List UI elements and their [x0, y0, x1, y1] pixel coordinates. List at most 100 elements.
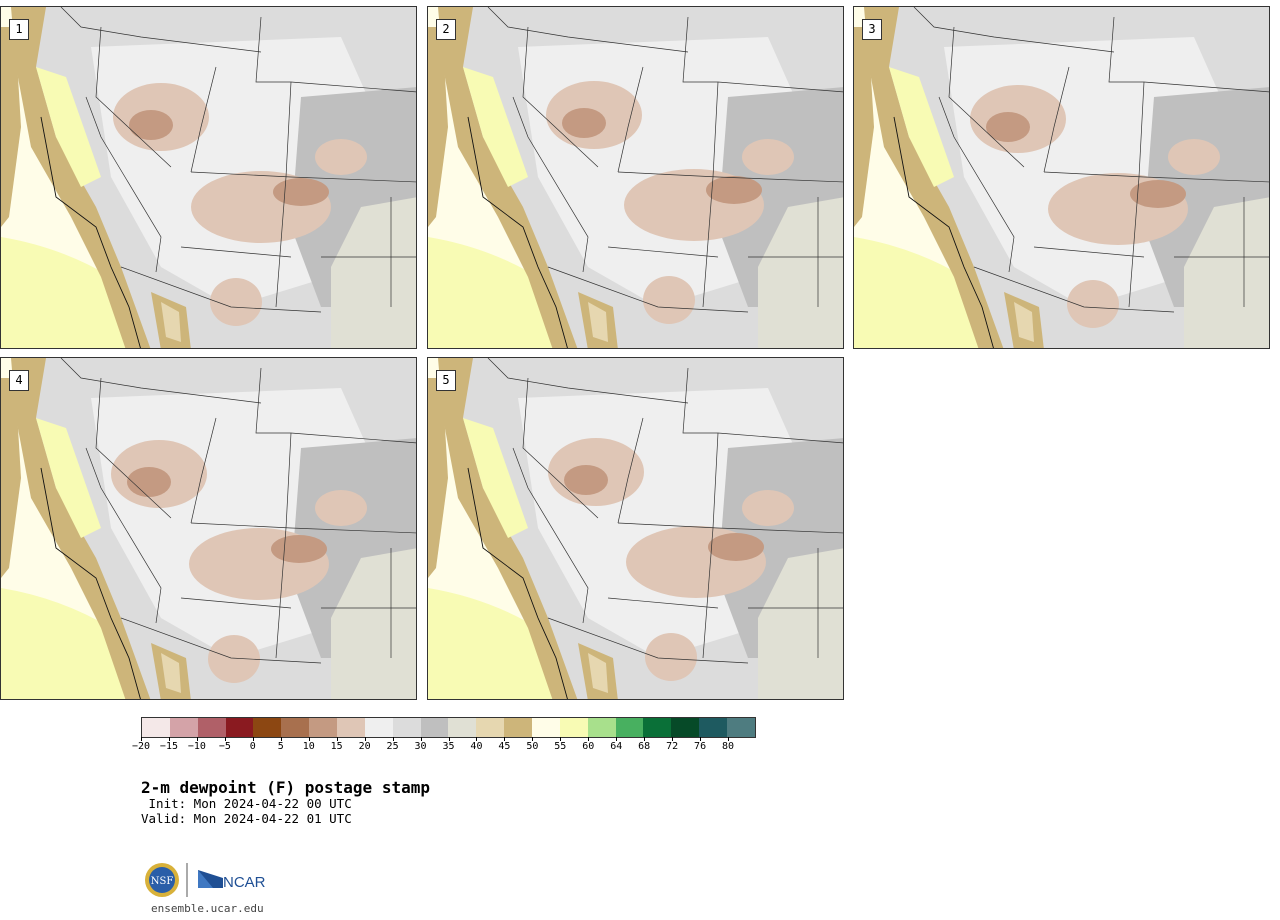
colorbar-tick-label: −15 — [159, 741, 178, 752]
colorbar-tick-label: 15 — [330, 741, 343, 752]
colorbar-swatch — [587, 718, 616, 737]
init-time: Init: Mon 2024-04-22 00 UTC — [141, 796, 352, 811]
colorbar-tick-label: 35 — [442, 741, 455, 752]
colorbar-tick — [616, 737, 618, 741]
colorbar-tick — [196, 737, 198, 741]
colorbar-swatch — [448, 718, 477, 737]
colorbar-tick-label: 80 — [722, 741, 735, 752]
colorbar-swatch — [504, 718, 533, 737]
colorbar-tick — [588, 737, 590, 741]
map-panel-5: 5 — [427, 357, 844, 700]
state-borders — [487, 7, 843, 313]
colorbar-swatch — [671, 718, 700, 737]
dewpoint-field — [428, 358, 843, 699]
colorbar-swatch — [392, 718, 421, 737]
colorbar-tick — [392, 737, 394, 741]
colorbar-tick-label: 68 — [638, 741, 651, 752]
valid-time: Valid: Mon 2024-04-22 01 UTC — [141, 811, 352, 826]
colorbar-swatch — [364, 718, 393, 737]
coastline — [40, 116, 141, 348]
colorbar-tick — [141, 737, 142, 741]
colorbar-tick-label: 0 — [249, 741, 256, 752]
ncar-logo-icon: NCAR — [198, 870, 266, 891]
logos: NSF NCAR — [145, 863, 266, 897]
colorbar-tick-label: −20 — [131, 741, 151, 752]
colorbar-tick — [504, 737, 506, 741]
colorbar-tick — [700, 737, 702, 741]
nsf-logo-text: NSF — [151, 876, 174, 887]
colorbar-swatch — [225, 718, 254, 737]
colorbar-tick-label: 64 — [610, 741, 623, 752]
colorbar-tick-label: 25 — [386, 741, 399, 752]
map-panel-3: 3 — [853, 6, 1270, 349]
colorbar-swatch — [615, 718, 644, 737]
colorbar-swatch — [309, 718, 338, 737]
coastline — [467, 467, 568, 699]
colorbar-tick-label: 50 — [526, 741, 539, 752]
figure-title: 2-m dewpoint (F) postage stamp — [141, 778, 430, 797]
colorbar-swatch — [727, 718, 755, 737]
panel-number-label: 2 — [436, 19, 456, 40]
colorbar-swatch — [643, 718, 672, 737]
colorbar-tick — [308, 737, 310, 741]
colorbar-swatch — [476, 718, 505, 737]
colorbar-tick — [168, 737, 170, 741]
dewpoint-field — [1, 7, 416, 348]
colorbar-tick — [672, 737, 674, 741]
colorbar-tick-label: 45 — [498, 741, 511, 752]
colorbar-tick-label: 60 — [582, 741, 595, 752]
colorbar-tick — [420, 737, 422, 741]
colorbar-tick — [336, 737, 338, 741]
colorbar-tick-label: 20 — [358, 741, 371, 752]
colorbar-tick — [448, 737, 450, 741]
panel-number-label: 4 — [9, 370, 29, 391]
colorbar — [141, 717, 756, 738]
colorbar-swatch — [281, 718, 310, 737]
dewpoint-field — [854, 7, 1269, 348]
colorbar-tick — [252, 737, 254, 741]
colorbar-swatch — [532, 718, 560, 737]
colorbar-tick — [532, 737, 534, 741]
dewpoint-field — [1, 358, 416, 699]
colorbar-tick — [364, 737, 366, 741]
map-panel-1: 1 — [0, 6, 417, 349]
map-panel-2: 2 — [427, 6, 844, 349]
colorbar-tick-label: −10 — [187, 741, 206, 752]
colorbar-tick — [280, 737, 282, 741]
state-borders — [487, 358, 843, 664]
colorbar-swatch — [169, 718, 198, 737]
colorbar-tick-label: 5 — [277, 741, 284, 752]
state-borders — [60, 358, 416, 664]
colorbar-tick-label: 40 — [470, 741, 483, 752]
state-borders — [913, 7, 1269, 313]
colorbar-swatch — [699, 718, 728, 737]
panel-number-label: 5 — [436, 370, 456, 391]
footer-url: ensemble.ucar.edu — [151, 902, 264, 915]
nsf-logo-icon: NSF — [145, 863, 179, 897]
ncar-logo-text: NCAR — [223, 874, 266, 891]
colorbar-tick-label: −5 — [218, 741, 231, 752]
colorbar-swatch — [142, 718, 170, 737]
colorbar-tick-label: 76 — [694, 741, 707, 752]
colorbar-swatch — [197, 718, 226, 737]
colorbar-swatch — [420, 718, 449, 737]
dewpoint-field — [428, 7, 843, 348]
coastline — [40, 467, 141, 699]
colorbar-swatch — [253, 718, 282, 737]
colorbar-tick-label: 72 — [666, 741, 679, 752]
state-borders — [60, 7, 416, 313]
colorbar-tick — [644, 737, 646, 741]
colorbar-tick-label: 55 — [554, 741, 567, 752]
colorbar-tick-labels: −20 −15 −10 −5 0 5 10 15 20 25 30 35 40 45 50 55 60 64 68 7… — [132, 741, 756, 755]
map-panel-4: 4 — [0, 357, 417, 700]
colorbar-swatch — [337, 718, 365, 737]
colorbar-ticks — [141, 737, 756, 741]
colorbar-tick-label: 30 — [414, 741, 427, 752]
colorbar-tick — [560, 737, 562, 741]
colorbar-tick — [728, 737, 730, 741]
colorbar-tick — [476, 737, 478, 741]
colorbar-swatch — [559, 718, 588, 737]
coastline — [893, 116, 994, 348]
colorbar-tick-label: 10 — [302, 741, 315, 752]
coastline — [467, 116, 568, 348]
